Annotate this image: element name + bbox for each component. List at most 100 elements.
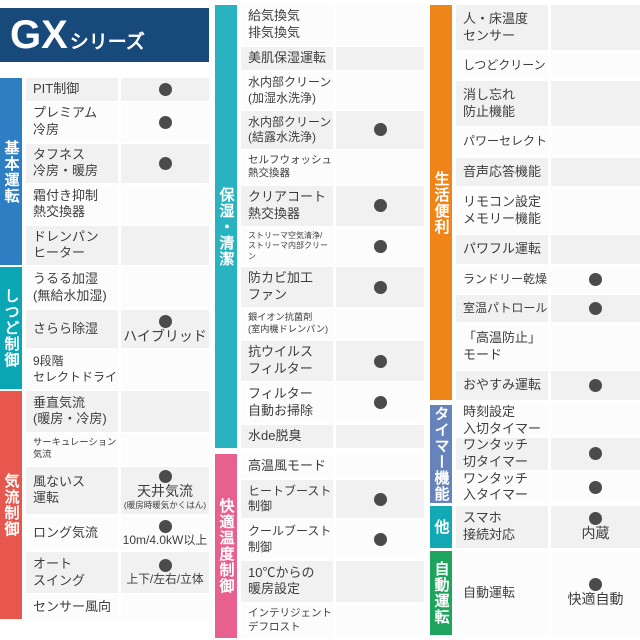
category-label: 基本運転 bbox=[2, 139, 20, 204]
feature-value bbox=[121, 184, 209, 224]
category-bar-kihon-unten: 基本運転 bbox=[0, 78, 22, 265]
feature-row: 防カビ加工 ファン bbox=[241, 267, 424, 308]
section-rows: PIT制御 プレミアム 冷房 タフネス 冷房・暖房 霜付き抑制 熱交換器 ドレンパン ヒ… bbox=[26, 78, 209, 265]
feature-name: 霜付き抑制 熱交換器 bbox=[26, 184, 118, 224]
feature-row: 消し忘れ 防止機能 bbox=[456, 81, 640, 127]
feature-value: 上下/左右/立体 bbox=[121, 552, 209, 593]
feature-name: 9段階 セレクトドライ bbox=[26, 350, 118, 390]
feature-value bbox=[121, 595, 209, 619]
feature-row: しつどクリーン bbox=[456, 52, 640, 80]
feature-row: 水内部クリーン (加湿水洗浄) bbox=[241, 72, 424, 110]
feature-value bbox=[121, 391, 209, 432]
feature-name: 垂直気流 (暖房・冷房) bbox=[26, 391, 118, 432]
feature-value bbox=[551, 295, 640, 323]
feature-row: 美肌保湿運転 bbox=[241, 46, 424, 71]
category-bar-hoshitsu-seiketsu: 保湿・清潔 bbox=[215, 5, 237, 448]
feature-row: スマホ 接続対応 内蔵 bbox=[456, 506, 640, 548]
feature-value bbox=[336, 424, 424, 448]
value-label: ハイブリッド bbox=[123, 327, 207, 344]
feature-value bbox=[551, 405, 640, 437]
feature-value: 快適自動 bbox=[551, 551, 640, 635]
feature-name: クリアコート 熱交換器 bbox=[241, 186, 333, 226]
feature-value bbox=[336, 72, 424, 110]
feature-value bbox=[121, 78, 209, 101]
feature-name: クールブースト 制御 bbox=[241, 520, 333, 559]
feature-value: 10m/4.0kW以上 bbox=[121, 515, 209, 551]
feature-name: ヒートブースト 制御 bbox=[241, 480, 333, 519]
category-label: 気流制御 bbox=[2, 473, 20, 537]
category-bar-kaiteki-ondo-seigyo: 快適温度制御 bbox=[215, 454, 237, 638]
value-label: 内蔵 bbox=[581, 525, 610, 542]
feature-name: センサー風向 bbox=[26, 595, 118, 619]
feature-row: 霜付き抑制 熱交換器 bbox=[26, 184, 209, 224]
feature-value: ハイブリッド bbox=[121, 310, 209, 349]
feature-value bbox=[336, 46, 424, 71]
category-section-kaiteki-ondo-seigyo: 快適温度制御 高温風モード ヒートブースト 制御 クールブースト 制御 10℃からの 暖… bbox=[215, 454, 424, 638]
feature-row: リモコン設定 メモリー機能 bbox=[456, 188, 640, 234]
feature-row: プレミアム 冷房 bbox=[26, 102, 209, 142]
feature-row: 9段階 セレクトドライ bbox=[26, 350, 209, 390]
section-rows: 自動運転 快適自動 bbox=[456, 551, 640, 635]
feature-name: パワフル運転 bbox=[456, 235, 548, 264]
section-rows: 人・床温度 センサー しつどクリーン 消し忘れ 防止機能 パワーセレクト 音声応答機能リ… bbox=[456, 5, 640, 400]
feature-name: 美肌保湿運転 bbox=[241, 46, 333, 71]
feature-value bbox=[551, 188, 640, 234]
feature-row: PIT制御 bbox=[26, 78, 209, 101]
category-section-hoshitsu-seiketsu: 保湿・清潔 給気換気 排気換気 美肌保湿運転 水内部クリーン (加湿水洗浄) 水内部クリ… bbox=[215, 5, 424, 448]
category-label: 自動運転 bbox=[432, 561, 450, 625]
feature-row: タフネス 冷房・暖房 bbox=[26, 143, 209, 183]
feature-value bbox=[336, 341, 424, 381]
feature-name: 給気換気 排気換気 bbox=[241, 5, 333, 45]
feature-name: ランドリー乾燥 bbox=[456, 265, 548, 294]
feature-row: 10℃からの 暖房設定 bbox=[241, 560, 424, 602]
feature-row: ヒートブースト 制御 bbox=[241, 480, 424, 519]
feature-value bbox=[336, 560, 424, 602]
feature-row: 水内部クリーン (結露水洗浄) bbox=[241, 111, 424, 149]
category-section-seikatsu-benri: 生活便利 人・床温度 センサー しつどクリーン 消し忘れ 防止機能 パワーセレクト 音声応… bbox=[430, 5, 640, 400]
series-title: GX シリーズ bbox=[0, 8, 209, 62]
supported-dot-icon bbox=[589, 578, 602, 592]
feature-row: パワフル運転 bbox=[456, 235, 640, 264]
feature-row: 自動運転 快適自動 bbox=[456, 551, 640, 635]
feature-column-1: GX シリーズ 基本運転 PIT制御 プレミアム 冷房 タフネス 冷房・暖房 霜付き抑制… bbox=[0, 0, 209, 640]
feature-value bbox=[336, 454, 424, 479]
feature-name: 10℃からの 暖房設定 bbox=[241, 560, 333, 602]
column-sections: 保湿・清潔 給気換気 排気換気 美肌保湿運転 水内部クリーン (加湿水洗浄) 水内部クリ… bbox=[215, 5, 424, 638]
column-sections: 生活便利 人・床温度 センサー しつどクリーン 消し忘れ 防止機能 パワーセレクト 音声応… bbox=[430, 5, 640, 635]
feature-value bbox=[336, 267, 424, 308]
supported-dot-icon bbox=[373, 123, 387, 137]
feature-row: おやすみ運転 bbox=[456, 371, 640, 400]
supported-dot-icon bbox=[373, 240, 387, 254]
feature-row: 音声応答機能 bbox=[456, 157, 640, 187]
feature-row: セルフウォッシュ 熱交換器 bbox=[241, 150, 424, 185]
feature-value bbox=[336, 111, 424, 149]
section-rows: うるる加湿 (無給水加湿) さらら除湿 ハイブリッド 9段階 セレクトドライ bbox=[26, 267, 209, 390]
feature-value: 天井気流 (暖房時暖気かくはん) bbox=[121, 466, 209, 514]
feature-name: 音声応答機能 bbox=[456, 157, 548, 187]
feature-row: ロング気流 10m/4.0kW以上 bbox=[26, 515, 209, 551]
feature-name: スマホ 接続対応 bbox=[456, 506, 548, 548]
supported-dot-icon bbox=[158, 519, 172, 533]
feature-name: 消し忘れ 防止機能 bbox=[456, 81, 548, 127]
supported-dot-icon bbox=[158, 156, 172, 170]
series-suffix: シリーズ bbox=[69, 31, 145, 53]
feature-value bbox=[551, 371, 640, 400]
supported-dot-icon bbox=[373, 533, 387, 547]
supported-dot-icon bbox=[589, 379, 602, 393]
feature-value bbox=[551, 265, 640, 294]
feature-name: 水内部クリーン (結露水洗浄) bbox=[241, 111, 333, 149]
supported-dot-icon bbox=[158, 559, 172, 573]
feature-row: オート スイング 上下/左右/立体 bbox=[26, 552, 209, 593]
feature-row: ワンタッチ 切タイマー bbox=[456, 437, 640, 470]
category-bar-seikatsu-benri: 生活便利 bbox=[430, 5, 452, 400]
category-section-shitsudo-seigyo: しつど制御 うるる加湿 (無給水加湿) さらら除湿 ハイブリッド 9段階 セレクトドライ bbox=[0, 267, 209, 390]
feature-row: サーキュレーション 気流 bbox=[26, 433, 209, 465]
feature-value bbox=[121, 433, 209, 465]
feature-row: 垂直気流 (暖房・冷房) bbox=[26, 391, 209, 432]
feature-name: タフネス 冷房・暖房 bbox=[26, 143, 118, 183]
supported-dot-icon bbox=[373, 354, 387, 368]
category-section-timer-kinou: タイマー機能 時刻設定 入切タイマー ワンタッチ 切タイマー ワンタッチ 入タイマー bbox=[430, 404, 640, 503]
feature-name: ストリーマ空気清浄/ ストリーマ内部クリーン bbox=[241, 227, 333, 266]
column-sections: 基本運転 PIT制御 プレミアム 冷房 タフネス 冷房・暖房 霜付き抑制 熱交換器 ドレン… bbox=[0, 78, 209, 619]
feature-value bbox=[121, 102, 209, 142]
